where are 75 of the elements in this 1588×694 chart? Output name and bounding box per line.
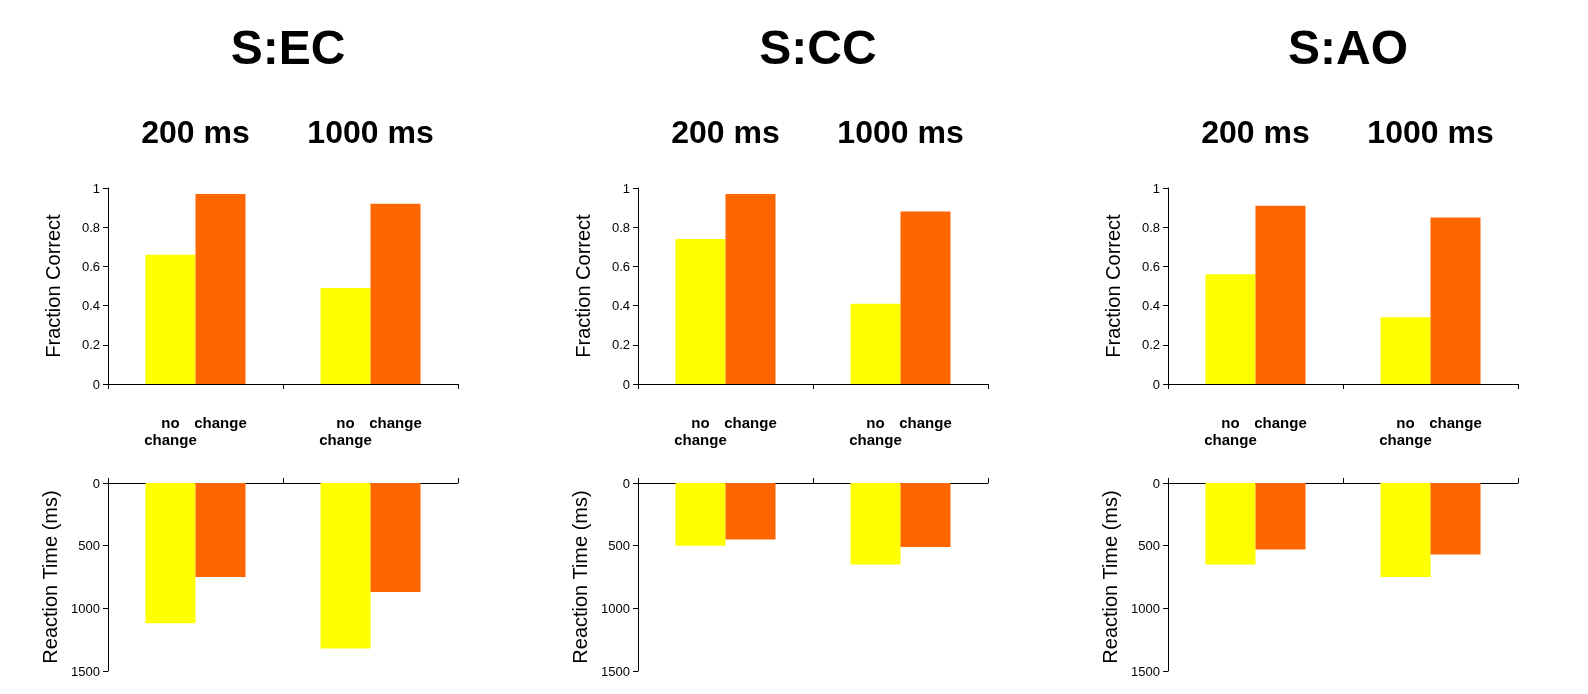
y-tick-label: 0.8 (1141, 219, 1160, 235)
bar (320, 287, 371, 384)
y-tick-label: 1 (1152, 180, 1160, 196)
y-tick-label: 0 (1152, 475, 1160, 491)
text: change (369, 414, 422, 431)
x-tick-label: 1000 ms (837, 114, 964, 150)
y-tick-label: 0.6 (81, 258, 100, 274)
y-axis-title: Reaction Time (ms) (1099, 490, 1122, 664)
y-axis-title: Fraction Correct (572, 213, 594, 358)
y-tick-label: 1000 (1131, 600, 1160, 616)
text: change (1254, 414, 1307, 431)
bar (1255, 483, 1306, 550)
y-tick-label: 0.2 (81, 337, 100, 353)
y-tick-label: 0.6 (611, 258, 630, 274)
bar (900, 483, 951, 547)
x-tick-label: 200 ms (141, 114, 250, 150)
y-tick-label: 1500 (601, 663, 630, 679)
chart-title: S:EC (230, 20, 346, 74)
y-tick-label: 0.4 (611, 298, 630, 314)
bar (145, 254, 196, 384)
y-tick-label: 500 (1138, 538, 1160, 554)
y-tick-label: 0.2 (1141, 337, 1160, 353)
bar (850, 303, 901, 384)
bar (725, 483, 776, 540)
x-tick-label: 200 ms (671, 114, 780, 150)
bar (675, 483, 726, 546)
y-tick-label: 0.4 (1141, 298, 1160, 314)
y-tick-label: 0 (92, 475, 100, 491)
text: change (899, 414, 952, 431)
bar (195, 483, 246, 577)
y-tick-label: 0 (622, 475, 630, 491)
x-tick-label: 200 ms (1201, 114, 1310, 150)
x-tick-label: 1000 ms (307, 114, 434, 150)
y-axis-title: Reaction Time (ms) (39, 490, 62, 664)
bar (1430, 483, 1481, 555)
x-tick-label: 1000 ms (1367, 114, 1494, 150)
bar (1380, 317, 1431, 384)
y-axis-title: Fraction Correct (1102, 213, 1124, 358)
y-tick-label: 1 (622, 180, 630, 196)
bar (850, 483, 901, 565)
y-tick-label: 1 (92, 180, 100, 196)
y-tick-label: 0 (622, 376, 630, 392)
bar (1380, 483, 1431, 577)
y-tick-label: 0.8 (81, 219, 100, 235)
y-axis-title: Reaction Time (ms) (569, 490, 592, 664)
bar (900, 211, 951, 384)
y-tick-label: 0.2 (611, 337, 630, 353)
bar (145, 483, 196, 624)
y-tick-label: 1000 (601, 600, 630, 616)
y-tick-label: 0.8 (611, 219, 630, 235)
bar (725, 193, 776, 384)
y-axis-title: Fraction Correct (42, 213, 64, 358)
text: change (1429, 414, 1482, 431)
y-tick-label: 0 (1152, 376, 1160, 392)
bar (370, 203, 421, 384)
y-tick-label: 0.6 (1141, 258, 1160, 274)
bar (1430, 217, 1481, 384)
chart-title: S:AO (1288, 20, 1408, 74)
y-tick-label: 1000 (71, 600, 100, 616)
y-tick-label: 500 (608, 538, 630, 554)
bar (675, 238, 726, 384)
y-tick-label: 0.4 (81, 298, 100, 314)
bar (320, 483, 371, 649)
bar (370, 483, 421, 593)
bar (1205, 483, 1256, 565)
y-tick-label: 0 (92, 376, 100, 392)
y-tick-label: 500 (78, 538, 100, 554)
y-tick-label: 1500 (1131, 663, 1160, 679)
chart-title: S:CC (759, 20, 877, 74)
y-tick-label: 1500 (71, 663, 100, 679)
bar (1255, 205, 1306, 384)
bar (195, 193, 246, 384)
bar (1205, 274, 1256, 384)
text: change (724, 414, 777, 431)
text: change (194, 414, 247, 431)
